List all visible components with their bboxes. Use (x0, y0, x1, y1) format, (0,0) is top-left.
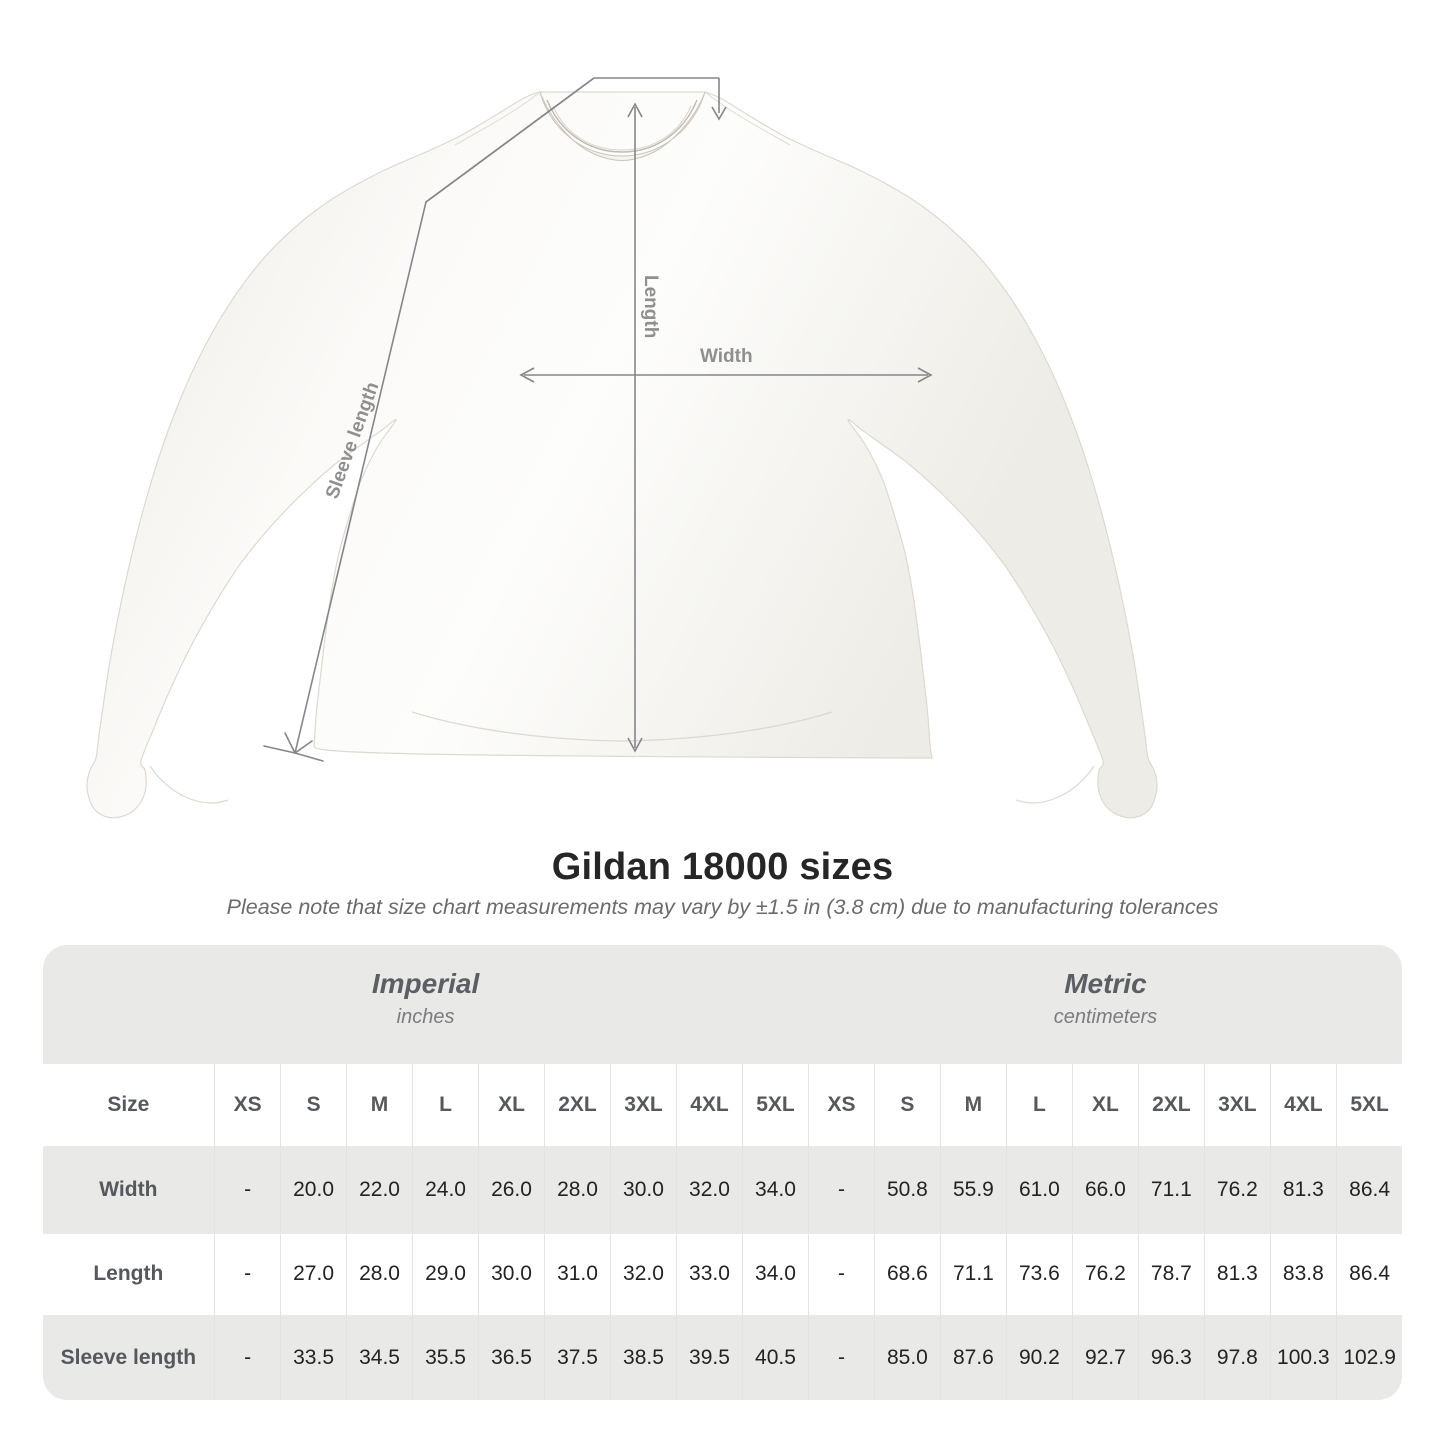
svg-text:Length: Length (640, 275, 661, 338)
svg-text:Width: Width (700, 346, 753, 367)
